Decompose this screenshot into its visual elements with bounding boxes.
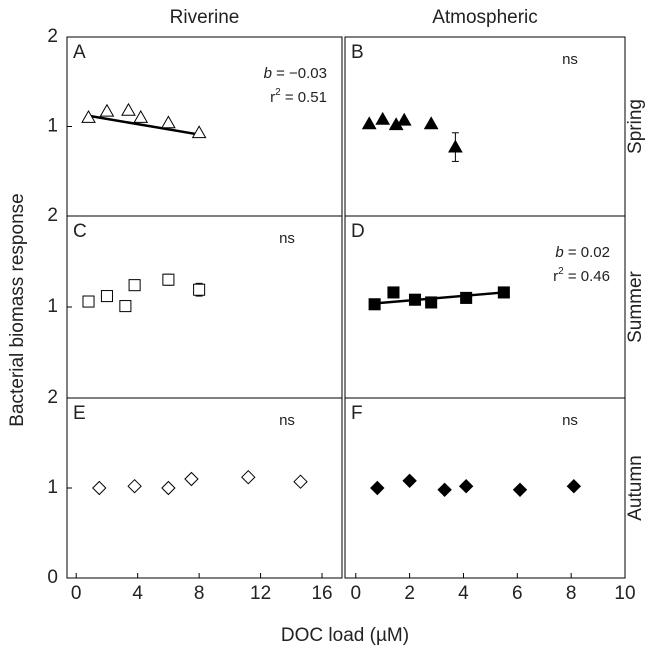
x-tick-label: 8 bbox=[194, 583, 205, 604]
point bbox=[448, 139, 463, 153]
annotation-part: b bbox=[264, 65, 272, 82]
point bbox=[162, 273, 175, 286]
point bbox=[121, 102, 136, 116]
point bbox=[396, 112, 412, 126]
x-tick-label: 4 bbox=[132, 583, 143, 604]
y-tick-label: 2 bbox=[47, 387, 58, 408]
point bbox=[184, 471, 199, 487]
y-tick-label: 0 bbox=[47, 567, 58, 588]
y-tick-label: 1 bbox=[47, 296, 58, 317]
y-axis-title: Bacterial biomass response bbox=[7, 193, 28, 426]
point bbox=[402, 473, 417, 489]
annotation: ns bbox=[562, 51, 578, 68]
point bbox=[82, 295, 95, 308]
point bbox=[293, 474, 308, 489]
x-tick-label: 0 bbox=[350, 583, 361, 604]
annotation: ns bbox=[562, 412, 578, 429]
row-title: Autumn bbox=[625, 455, 646, 520]
annotation-part: = 0.02 bbox=[564, 244, 610, 261]
point bbox=[370, 480, 385, 496]
panel-frame bbox=[344, 397, 626, 579]
panel-frame bbox=[344, 36, 626, 217]
annotation-part: 2 bbox=[275, 87, 281, 98]
y-tick-label: 1 bbox=[47, 477, 58, 498]
annotation-part: b bbox=[555, 244, 563, 261]
point bbox=[92, 480, 107, 496]
row-title: Summer bbox=[625, 270, 646, 342]
fit-line bbox=[374, 291, 504, 305]
fit-line bbox=[88, 114, 200, 136]
annotation-part: r bbox=[270, 89, 275, 106]
panel-label: E bbox=[73, 403, 86, 424]
point bbox=[375, 111, 391, 125]
point bbox=[161, 115, 176, 129]
point bbox=[191, 125, 207, 139]
annotation-part: ns bbox=[279, 230, 295, 247]
x-tick-label: 12 bbox=[250, 583, 271, 604]
point bbox=[361, 116, 377, 130]
column-title: Riverine bbox=[170, 7, 240, 28]
x-tick-label: 6 bbox=[512, 583, 523, 604]
point bbox=[423, 116, 439, 130]
annotation: ns bbox=[279, 412, 295, 429]
annotation-part: = −0.03 bbox=[272, 65, 327, 82]
panel-label: B bbox=[351, 42, 364, 63]
point bbox=[460, 291, 473, 304]
point bbox=[408, 293, 422, 306]
point bbox=[100, 290, 113, 303]
x-tick-label: 16 bbox=[311, 583, 332, 604]
point bbox=[193, 283, 206, 296]
panel-label: C bbox=[73, 221, 87, 242]
point bbox=[512, 482, 528, 498]
annotation-part: = 0.51 bbox=[281, 89, 327, 106]
annotation: r2 = 0.46 bbox=[553, 266, 610, 285]
point bbox=[425, 296, 438, 309]
point bbox=[566, 478, 582, 494]
point bbox=[133, 110, 149, 123]
annotation: b = 0.02 bbox=[555, 244, 610, 261]
annotation: b = −0.03 bbox=[264, 65, 327, 82]
point bbox=[387, 286, 400, 299]
annotation-part: ns bbox=[562, 51, 578, 68]
panel-label: F bbox=[351, 403, 363, 424]
annotation-part: ns bbox=[279, 412, 295, 429]
y-tick-label: 2 bbox=[47, 205, 58, 226]
annotation: ns bbox=[279, 230, 295, 247]
x-tick-label: 4 bbox=[458, 583, 469, 604]
x-tick-label: 10 bbox=[614, 583, 635, 604]
x-tick-label: 0 bbox=[71, 583, 82, 604]
point bbox=[241, 469, 256, 485]
annotation: r2 = 0.51 bbox=[270, 87, 327, 106]
panel-label: D bbox=[351, 221, 365, 242]
annotation-part: ns bbox=[562, 412, 578, 429]
x-tick-label: 8 bbox=[566, 583, 577, 604]
point bbox=[437, 482, 452, 498]
point bbox=[368, 298, 381, 311]
panel-frame bbox=[66, 36, 343, 217]
x-axis-title: DOC load (µM) bbox=[281, 625, 409, 646]
point bbox=[458, 478, 474, 494]
point bbox=[161, 480, 176, 496]
panel-frame bbox=[66, 215, 343, 399]
point bbox=[81, 110, 96, 123]
annotation-part: = 0.46 bbox=[564, 268, 610, 285]
panel-label: A bbox=[73, 42, 86, 63]
point bbox=[497, 286, 510, 299]
point bbox=[119, 300, 132, 313]
x-tick-label: 2 bbox=[404, 583, 415, 604]
y-tick-label: 2 bbox=[47, 26, 58, 47]
annotation-part: r bbox=[553, 268, 558, 285]
y-tick-label: 1 bbox=[47, 116, 58, 137]
annotation-part: 2 bbox=[558, 266, 564, 277]
column-title: Atmospheric bbox=[432, 7, 538, 28]
point bbox=[127, 478, 142, 494]
row-title: Spring bbox=[625, 99, 646, 154]
point bbox=[128, 279, 141, 292]
point bbox=[99, 103, 115, 117]
